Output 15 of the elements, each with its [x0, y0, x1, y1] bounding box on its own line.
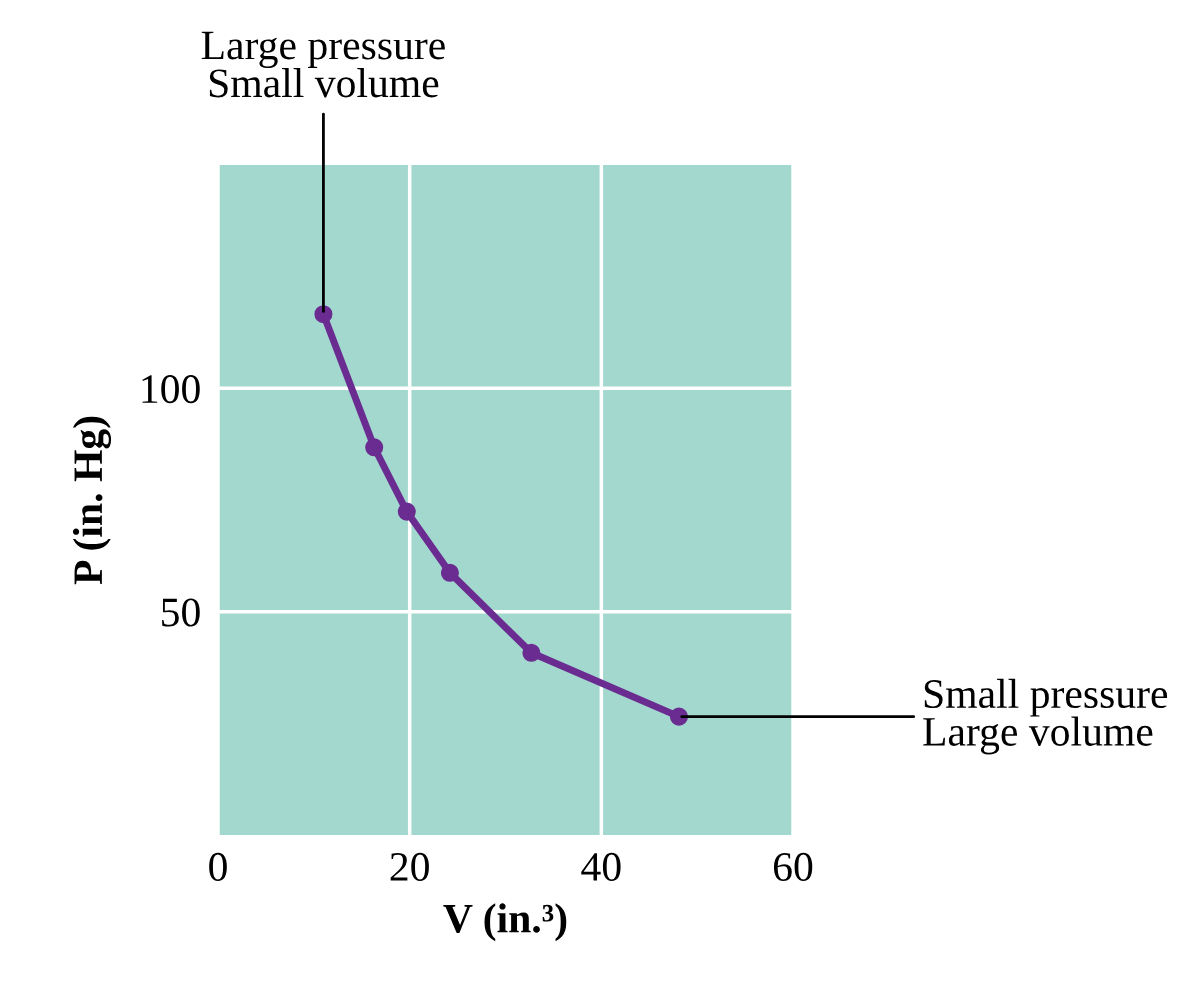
point: [397, 502, 416, 521]
x-axis-title: V (in.³): [443, 903, 567, 942]
point: [365, 438, 384, 457]
x-tick-label: 60: [773, 852, 813, 881]
point: [440, 563, 459, 582]
x-tick-label: 40: [581, 852, 621, 881]
annotation: Small pressure Large volume: [923, 678, 1168, 755]
point: [669, 707, 688, 726]
x-tick-label: 20: [390, 852, 429, 881]
point: [522, 643, 541, 662]
y-tick-label: 50: [162, 598, 200, 627]
y-axis-title: P (in. Hg): [72, 416, 112, 585]
x-tick-label: 0: [209, 852, 227, 881]
y-tick-label: 100: [142, 375, 200, 404]
annotation: Large pressure Small volume: [201, 31, 445, 98]
